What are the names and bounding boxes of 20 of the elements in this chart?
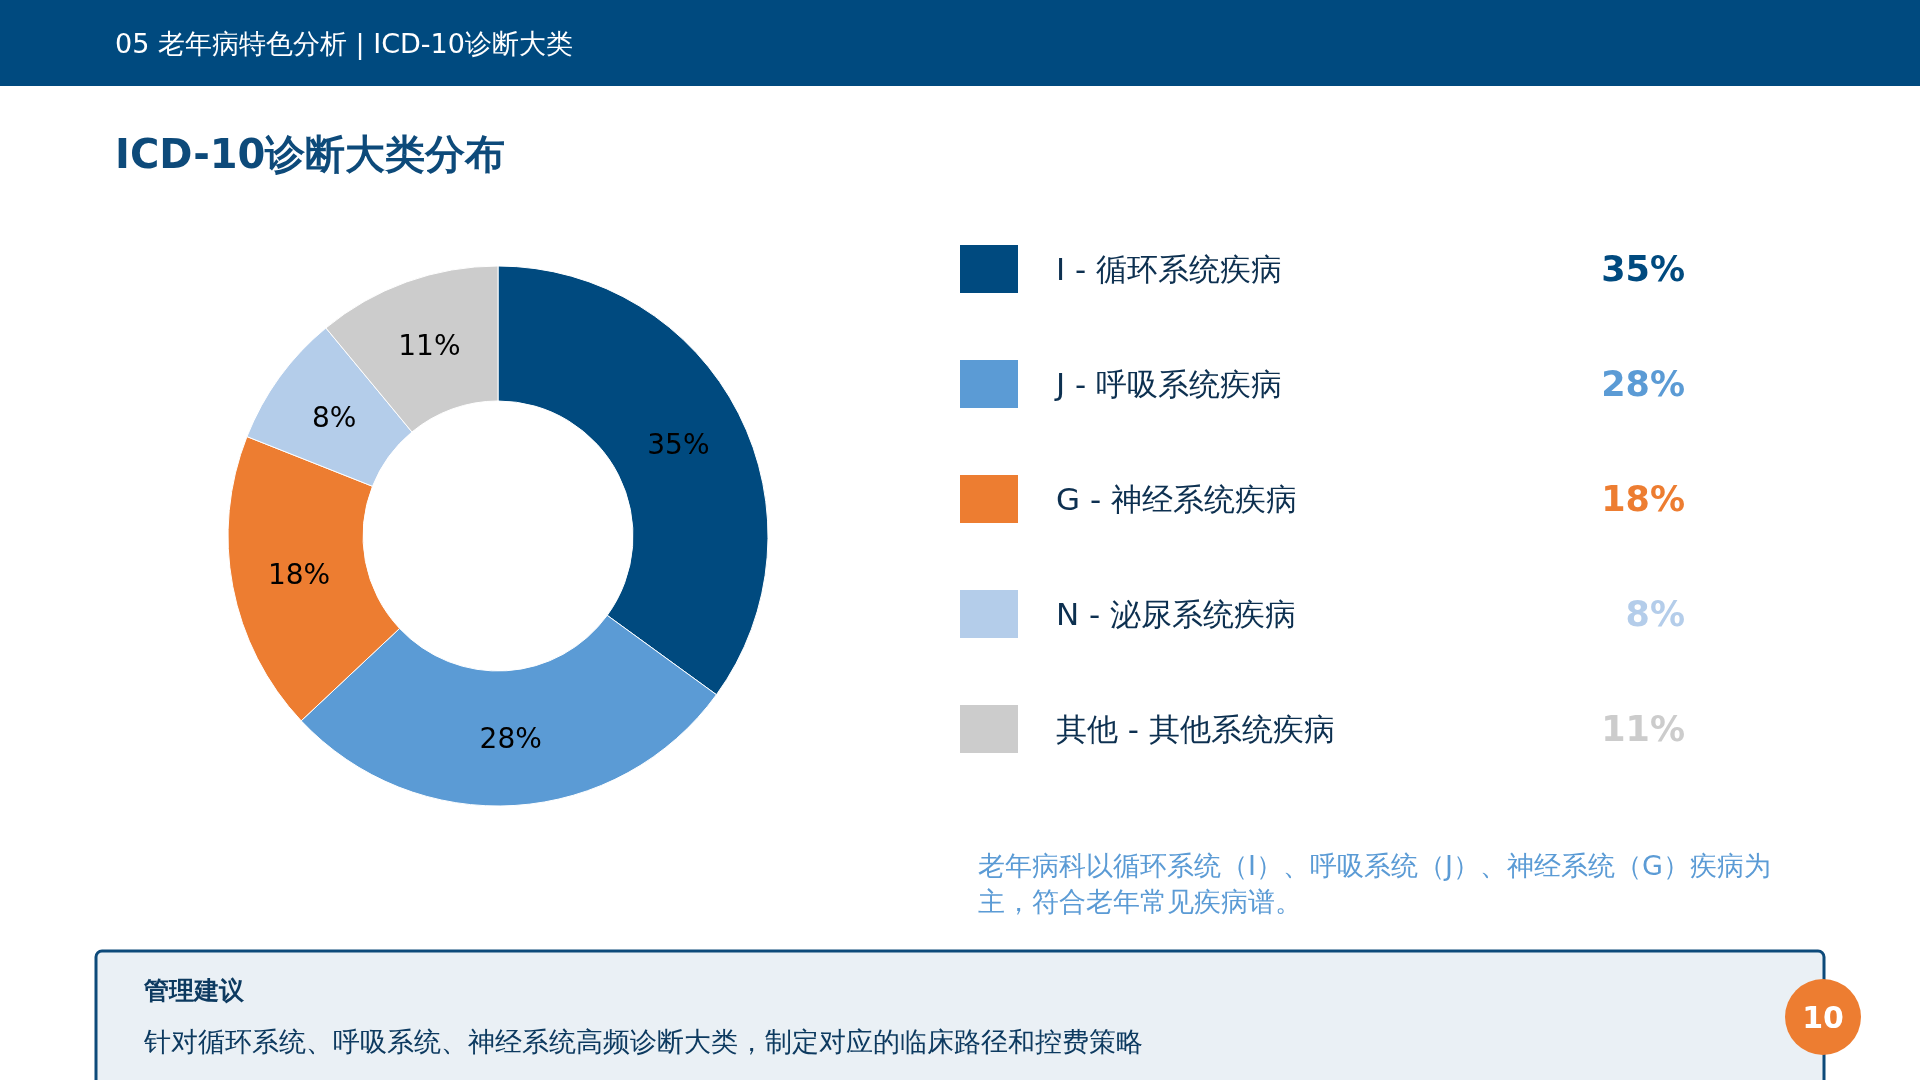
chart-subtitle: 05 老年病特色分析 | ICD-10诊断大类 — [115, 28, 573, 60]
text: 针对循环系统、呼吸系统、神经系统高频诊断大类，制定对应的临床路径和控费策略 — [143, 1026, 1143, 1057]
legend-label: I - 循环系统疾病 — [1056, 250, 1283, 287]
text: 28% — [1601, 364, 1685, 405]
data-label: 18% — [267, 557, 331, 591]
data-label: 28% — [479, 721, 542, 755]
legend-label: G - 神经系统疾病 — [1056, 480, 1297, 517]
text: 10 — [1802, 999, 1844, 1035]
text: 18% — [1601, 479, 1685, 520]
legend-label: 其他 - 其他系统疾病 — [1056, 710, 1335, 747]
data-label: 11% — [398, 329, 461, 363]
data-label: 35% — [647, 427, 710, 461]
data-label: 8% — [311, 400, 357, 434]
legend-label: N - 泌尿系统疾病 — [1056, 595, 1297, 632]
chart-title: ICD-10诊断大类分布 — [115, 131, 506, 177]
text: 8% — [1625, 594, 1685, 635]
text: 35% — [1601, 249, 1685, 290]
legend-label: J - 呼吸系统疾病 — [1054, 365, 1283, 402]
text: 老年病科以循环系统（I）、呼吸系统（J）、神经系统（G）疾病为主，符合老年常见疾病谱。 — [978, 850, 1771, 917]
text: 管理建议 — [143, 976, 245, 1005]
